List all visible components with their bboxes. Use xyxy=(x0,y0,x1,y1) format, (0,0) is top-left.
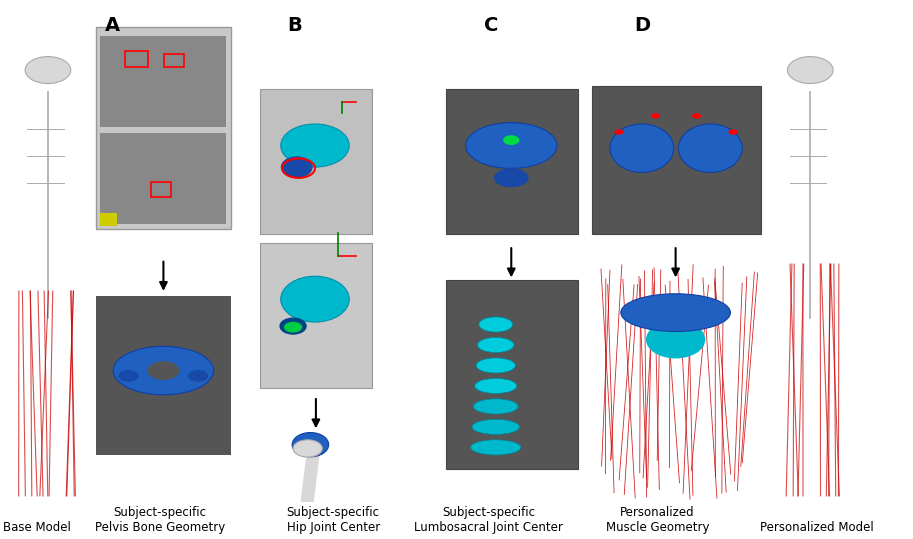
Ellipse shape xyxy=(494,169,529,188)
Text: B: B xyxy=(288,16,302,35)
Bar xyxy=(100,213,117,226)
Bar xyxy=(164,54,184,67)
Ellipse shape xyxy=(113,347,214,395)
Text: A: A xyxy=(105,16,121,35)
Circle shape xyxy=(614,129,624,135)
Ellipse shape xyxy=(148,361,179,380)
Bar xyxy=(260,89,372,234)
Bar xyxy=(96,27,231,229)
Ellipse shape xyxy=(477,337,514,353)
Bar xyxy=(446,280,578,469)
Bar xyxy=(151,182,171,197)
Bar xyxy=(100,37,226,127)
Bar xyxy=(260,243,372,388)
Circle shape xyxy=(651,113,660,119)
Ellipse shape xyxy=(280,124,349,167)
Bar xyxy=(446,89,578,234)
Ellipse shape xyxy=(475,378,517,393)
Ellipse shape xyxy=(280,156,312,178)
Ellipse shape xyxy=(645,321,705,358)
Text: Base Model: Base Model xyxy=(3,521,70,534)
Bar xyxy=(592,86,761,234)
Bar xyxy=(96,296,231,455)
Ellipse shape xyxy=(678,124,742,172)
Text: Personalized
Muscle Geometry: Personalized Muscle Geometry xyxy=(605,506,709,534)
Circle shape xyxy=(284,322,302,333)
Text: Personalized Model: Personalized Model xyxy=(761,521,874,534)
Circle shape xyxy=(293,440,322,457)
Text: Subject-specific
Pelvis Bone Geometry: Subject-specific Pelvis Bone Geometry xyxy=(95,506,225,534)
Text: D: D xyxy=(635,16,651,35)
Circle shape xyxy=(787,57,833,84)
Ellipse shape xyxy=(472,419,519,434)
Ellipse shape xyxy=(279,317,307,335)
Ellipse shape xyxy=(621,294,730,331)
Bar xyxy=(100,134,226,224)
Ellipse shape xyxy=(466,122,557,169)
Bar xyxy=(771,38,849,507)
Text: C: C xyxy=(484,16,498,35)
Circle shape xyxy=(692,113,701,119)
Ellipse shape xyxy=(188,370,208,382)
Polygon shape xyxy=(301,450,320,501)
Ellipse shape xyxy=(292,432,329,457)
Ellipse shape xyxy=(473,399,518,414)
Ellipse shape xyxy=(470,440,520,455)
Ellipse shape xyxy=(119,370,139,382)
Ellipse shape xyxy=(478,317,513,332)
Ellipse shape xyxy=(477,358,515,373)
Bar xyxy=(125,51,148,67)
Bar xyxy=(9,38,87,507)
Text: Subject-specific
Hip Joint Center: Subject-specific Hip Joint Center xyxy=(287,506,380,534)
Text: Subject-specific
Lumbosacral Joint Center: Subject-specific Lumbosacral Joint Cente… xyxy=(414,506,563,534)
Circle shape xyxy=(26,57,71,84)
Ellipse shape xyxy=(610,124,674,172)
Circle shape xyxy=(503,135,519,145)
Circle shape xyxy=(729,129,738,135)
Ellipse shape xyxy=(280,276,349,322)
